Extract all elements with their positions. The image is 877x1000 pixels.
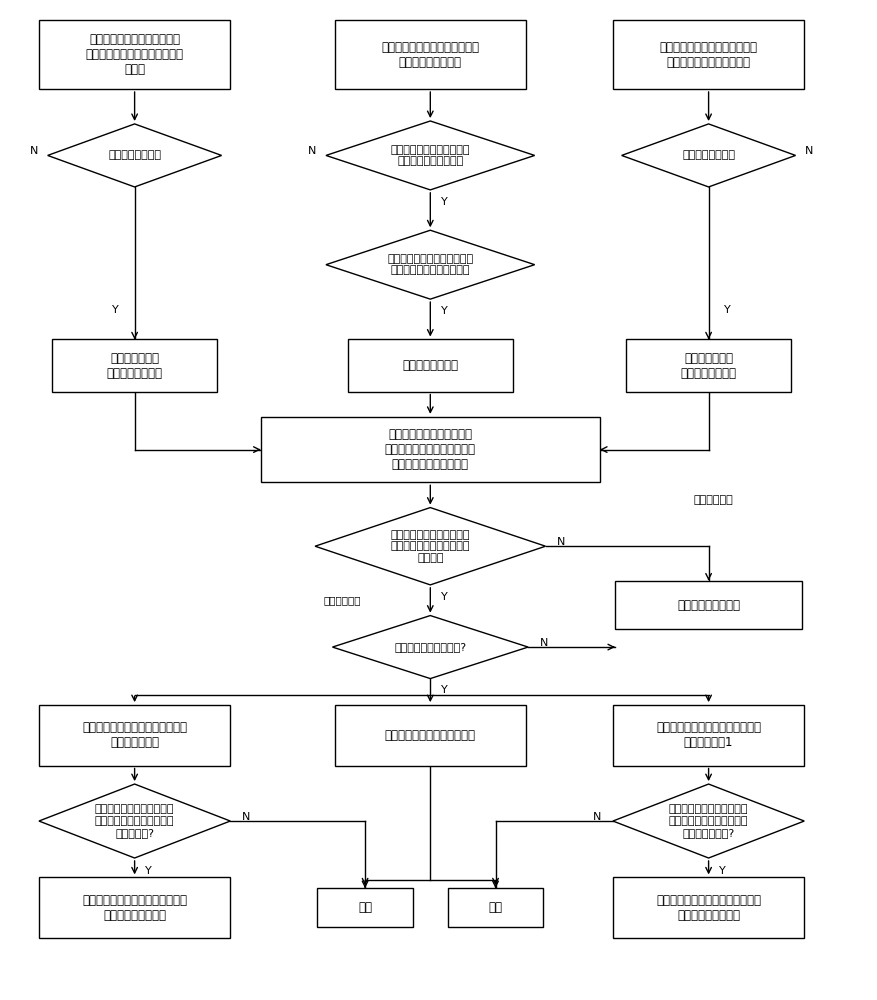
Bar — [447, 888, 543, 927]
Text: N: N — [308, 146, 316, 156]
Bar — [334, 705, 525, 766]
Text: 结束: 结束 — [488, 901, 502, 914]
Polygon shape — [612, 784, 803, 858]
Text: 向母线保护装置
发送允许动作信号: 向母线保护装置 发送允许动作信号 — [680, 352, 736, 380]
Text: 母线保护装置继续收到分段
保护测控装置发送的分段过
流保护动作信号?: 母线保护装置继续收到分段 保护测控装置发送的分段过 流保护动作信号? — [668, 804, 747, 838]
Text: N: N — [241, 812, 250, 822]
Text: Y: Y — [112, 305, 118, 315]
Text: Y: Y — [724, 305, 731, 315]
Polygon shape — [325, 230, 534, 299]
Bar — [260, 417, 599, 482]
Text: 通过有源支路保护测控装置检测
其电流及电流变化量: 通过有源支路保护测控装置检测 其电流及电流变化量 — [381, 41, 479, 69]
Bar — [317, 888, 412, 927]
Text: 变压器保护测控装置检测到
变压器低压侧电流大于稳态
过流门槛值?: 变压器保护测控装置检测到 变压器低压侧电流大于稳态 过流门槛值? — [95, 804, 175, 838]
Bar — [334, 20, 525, 89]
Text: Y: Y — [440, 685, 447, 695]
Polygon shape — [332, 616, 528, 679]
Bar — [39, 20, 230, 89]
Bar — [39, 705, 230, 766]
Text: N: N — [30, 146, 38, 156]
Text: Y: Y — [440, 197, 447, 207]
Text: 母线保护装置不动作: 母线保护装置不动作 — [676, 599, 739, 612]
Text: 向母线保护装置
发送允许动作信号: 向母线保护装置 发送允许动作信号 — [106, 352, 162, 380]
Bar — [612, 705, 803, 766]
Text: 向变压器保护测控装置发送本侧母
线保护动作信号: 向变压器保护测控装置发送本侧母 线保护动作信号 — [82, 721, 187, 749]
Bar — [612, 20, 803, 89]
Bar — [625, 339, 790, 392]
Bar — [347, 339, 512, 392]
Text: 功率方向为反方向: 功率方向为反方向 — [681, 150, 734, 160]
Text: 任意一条有源支路电流变化量
超过电流变化量启动门槛值: 任意一条有源支路电流变化量 超过电流变化量启动门槛值 — [387, 254, 473, 275]
Polygon shape — [39, 784, 230, 858]
Text: 母线外部故障: 母线外部故障 — [692, 495, 732, 505]
Text: 启动母线保护装置: 启动母线保护装置 — [402, 359, 458, 372]
Text: 在指定时间内接收到所有支
路保护测控装置发送的允许
动作信号: 在指定时间内接收到所有支 路保护测控装置发送的允许 动作信号 — [390, 530, 469, 563]
Text: 电容器、站用变支路通过保护
测控装置获取对应支路的电流过
流信号: 电容器、站用变支路通过保护 测控装置获取对应支路的电流过 流信号 — [86, 33, 183, 76]
Text: N: N — [593, 812, 601, 822]
Polygon shape — [621, 124, 795, 187]
Text: N: N — [539, 638, 547, 648]
Text: 母线保护装置动作切除该母线: 母线保护装置动作切除该母线 — [384, 729, 475, 742]
Text: Y: Y — [718, 866, 725, 876]
Text: 跳开变压器其他侧断路器，切除变
压器低压侧死区故障: 跳开变压器其他侧断路器，切除变 压器低压侧死区故障 — [82, 894, 187, 922]
Text: 是否满足过流条件: 是否满足过流条件 — [108, 150, 161, 160]
Polygon shape — [47, 124, 221, 187]
Polygon shape — [315, 508, 545, 585]
Text: Y: Y — [440, 592, 447, 602]
Bar — [615, 581, 802, 629]
Text: N: N — [804, 146, 813, 156]
Text: 复合电压闭锁元件开放?: 复合电压闭锁元件开放? — [394, 642, 466, 652]
Polygon shape — [325, 121, 534, 190]
Text: Y: Y — [145, 866, 152, 876]
Text: 结束: 结束 — [358, 901, 372, 914]
Bar — [612, 877, 803, 938]
Bar — [39, 877, 230, 938]
Bar — [52, 339, 217, 392]
Text: 母线内部故障: 母线内部故障 — [324, 595, 360, 605]
Text: 变压器、馈线及分段支路通过保
护测控装置获取其功率方向: 变压器、馈线及分段支路通过保 护测控装置获取其功率方向 — [659, 41, 757, 69]
Text: 在启动后的指定时间内接收
来自某母线各个支路保护测控
装置发送的允许动作信号: 在启动后的指定时间内接收 来自某母线各个支路保护测控 装置发送的允许动作信号 — [384, 428, 475, 471]
Text: 任意一条有源支路的电流超
过稳态过流启动门槛值: 任意一条有源支路的电流超 过稳态过流启动门槛值 — [390, 145, 469, 166]
Text: 将母线保护装置内该段故障母线保
护动作信号置1: 将母线保护装置内该段故障母线保 护动作信号置1 — [655, 721, 760, 749]
Text: 跳开电流互感器侧母线的所有支路
，切除分段死区故障: 跳开电流互感器侧母线的所有支路 ，切除分段死区故障 — [655, 894, 760, 922]
Text: Y: Y — [440, 306, 447, 316]
Text: N: N — [556, 537, 565, 547]
